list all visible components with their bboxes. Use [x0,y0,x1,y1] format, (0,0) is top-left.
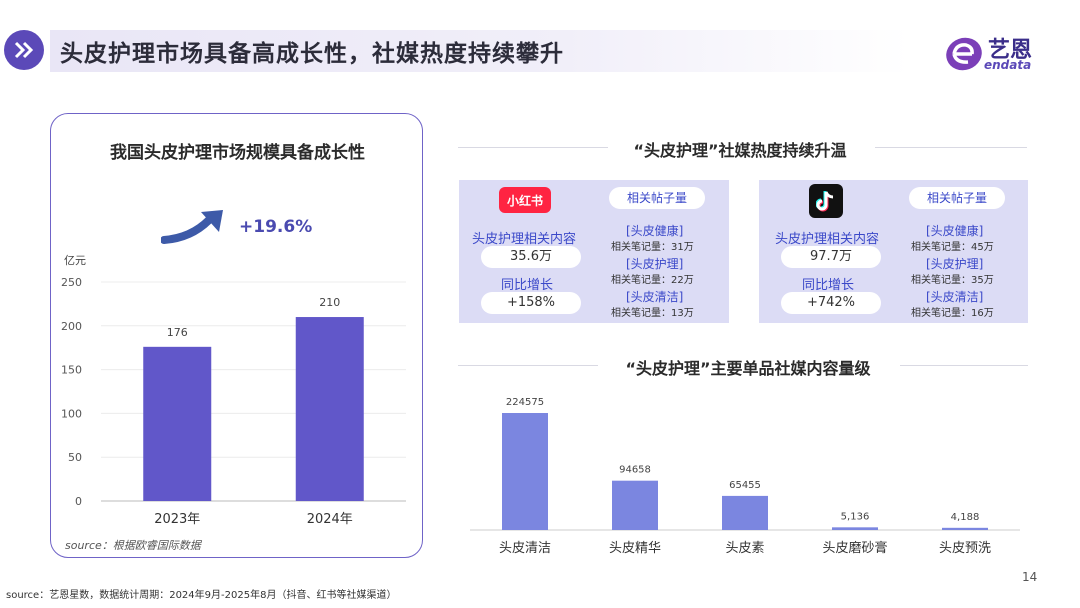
header-bar [50,30,910,72]
xhs-content-label: 头皮护理相关内容 [472,232,577,247]
xhs-tag-count: 相关笔记量：22万 [611,275,694,286]
xhs-growth-label: 同比增长 [501,278,554,293]
y-tick-label: 200 [61,320,82,333]
douyin-tag-count: 相关笔记量：45万 [911,242,994,253]
douyin-tag-count: 相关笔记量：35万 [911,275,994,286]
xiaohongshu-panel: 小红书 头皮护理相关内容 35.6万 同比增长 +158% 相关帖子量 [头皮健… [459,180,729,323]
social-heat-title: “头皮护理”社媒热度持续升温 [633,141,847,160]
double-chevron-icon [4,30,44,70]
xhs-tag-count: 相关笔记量：31万 [611,242,694,253]
douyin-content-value: 97.7万 [781,246,881,268]
endata-logo: 艺恩 endata [944,32,1054,76]
xhs-tag-title: [头皮护理] [626,257,684,271]
xhs-tag-count: 相关笔记量：13万 [611,308,694,319]
xhs-content-value: 35.6万 [481,246,581,268]
xiaohongshu-logo-text: 小红书 [506,193,543,208]
bar [612,480,658,530]
bar-value-label: 224575 [506,397,544,408]
douyin-logo-icon [809,184,843,218]
douyin-tag-title: [头皮清洁] [926,290,984,304]
logo-text-cn: 艺恩 [988,38,1033,63]
bar [832,527,878,530]
market-size-chart: 0 50 100 150 200 250 176 2023年 210 2024年 [61,276,406,527]
x-tick-label: 头皮素 [725,541,764,556]
endata-logo-mark [946,37,982,71]
bar-value-label: 4,188 [951,512,980,523]
xhs-tag-title: [头皮健康] [626,224,684,238]
xhs-tag-title: [头皮清洁] [626,290,684,304]
bar-value-label: 5,136 [841,511,870,522]
x-tick-label: 头皮清洁 [499,541,551,556]
x-tick-label: 头皮磨砂膏 [822,540,887,556]
page-title: 头皮护理市场具备高成长性，社媒热度持续攀升 [60,41,564,67]
market-size-card: 我国头皮护理市场规模具备成长性 +19.6% 亿元 0 50 100 150 200 25… [50,113,423,558]
y-tick-label: 250 [61,276,82,289]
y-tick-label: 50 [68,451,82,464]
bar-value-label: 65455 [729,480,761,491]
growth-rate: +19.6% [239,217,313,237]
xiaohongshu-logo: 小红书 [499,187,551,213]
douyin-panel: 头皮护理相关内容 97.7万 同比增长 +742% 相关帖子量 [头皮健康] 相… [759,180,1028,323]
douyin-growth-value: +742% [781,292,881,314]
xhs-growth-value: +158% [481,292,581,314]
logo-text-en: endata [984,58,1032,72]
bar [143,346,212,501]
douyin-tags-header: 相关帖子量 [909,187,1005,209]
bar-value-label: 210 [319,296,340,309]
market-size-title: 我国头皮护理市场规模具备成长性 [110,143,365,163]
x-tick-label: 头皮精华 [609,541,661,556]
bar [942,527,988,530]
y-tick-label: 150 [61,364,82,377]
x-tick-label: 头皮预洗 [939,541,991,556]
bar [502,413,548,530]
bar [295,317,364,501]
y-tick-label: 100 [61,407,82,420]
xhs-tags-header: 相关帖子量 [609,187,705,209]
bar-value-label: 94658 [619,465,651,476]
left-source: source：根据欧睿国际数据 [65,539,201,552]
product-volume-chart: 224575 头皮清洁 94658 头皮精华 65455 头皮素 5,136 头皮磨砂膏 4,1… [470,397,1020,556]
douyin-tag-count: 相关笔记量：16万 [911,308,994,319]
divider-line [875,147,1027,148]
footer-source: source：艺恩星数，数据统计周期：2024年9月-2025年8月（抖音、红书… [6,590,397,601]
page-number: 14 [1022,570,1038,584]
growth-arrow-icon [161,210,223,244]
divider-line [900,365,1028,366]
douyin-growth-label: 同比增长 [802,278,855,293]
x-tick-label: 2023年 [154,512,200,527]
y-tick-label: 0 [75,495,82,508]
bar-value-label: 176 [167,326,188,339]
product-volume-title: “头皮护理”主要单品社媒内容量级 [625,359,871,378]
y-axis-unit: 亿元 [64,254,86,267]
bar [722,495,768,530]
divider-line [458,365,598,366]
douyin-tag-title: [头皮健康] [926,224,984,238]
x-tick-label: 2024年 [307,512,353,527]
divider-line [458,147,608,148]
douyin-tag-title: [头皮护理] [926,257,984,271]
douyin-content-label: 头皮护理相关内容 [775,232,880,247]
